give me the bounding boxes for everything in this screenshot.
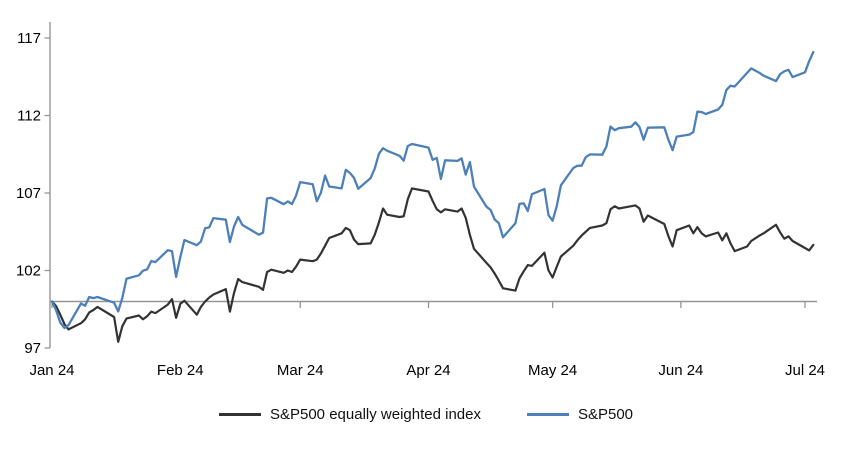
y-tick-label: 102 (16, 263, 41, 280)
line-chart: Jan 24 Feb 24 Mar 24 Apr 24 May 24 Jun 24 Jul … (16, 22, 825, 379)
y-tick-label: 107 (16, 185, 41, 202)
x-tick-label: Feb 24 (157, 362, 204, 379)
equal-weight-line-swatch (218, 413, 261, 416)
x-tick-label: Jun 24 (658, 362, 703, 379)
legend-item-equal-weight: S&P500 equally weighted index (218, 406, 481, 423)
legend-label-equal-weight: S&P500 equally weighted index (269, 406, 481, 423)
y-tick-label: 112 (17, 108, 41, 125)
y-tick-label: 117 (17, 30, 41, 47)
chart-legend: S&P500 equally weighted index S&P500 (0, 406, 852, 423)
x-tick-label: Mar 24 (277, 362, 324, 379)
sp500-line-swatch (526, 413, 569, 416)
chart-canvas: Jan 24 Feb 24 Mar 24 Apr 24 May 24 Jun 24 Jul … (16, 22, 825, 379)
x-tick-label: Jan 24 (29, 362, 74, 379)
x-tick-label: Jul 24 (785, 362, 825, 379)
y-tick-label: 97 (24, 340, 41, 357)
legend-item-sp500: S&P500 (526, 406, 634, 423)
x-tick-label: Apr 24 (406, 362, 450, 379)
series-line-equal-weight (50, 187, 815, 343)
series-line-sp500 (50, 50, 815, 330)
legend-label-sp500: S&P500 (577, 406, 634, 423)
x-tick-label: May 24 (528, 362, 577, 379)
